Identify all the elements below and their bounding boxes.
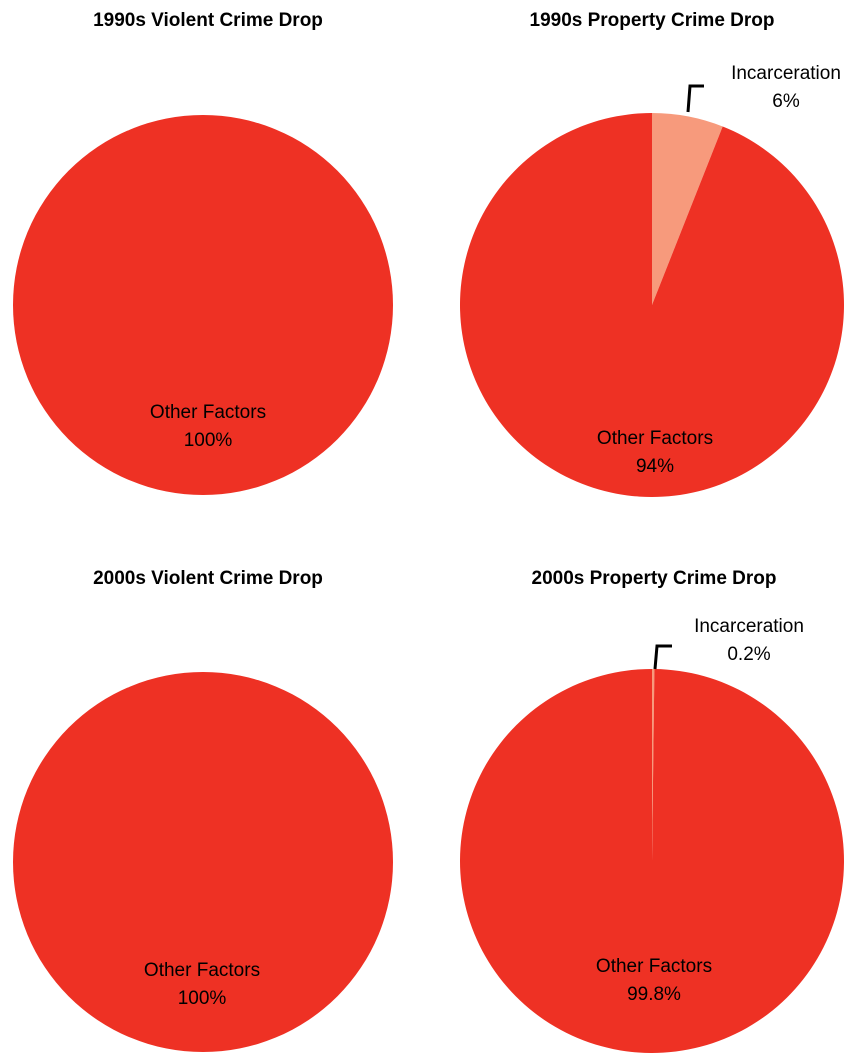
slice-label-other-factors: Other Factors: [144, 960, 260, 981]
chart-title: 1990s Violent Crime Drop: [93, 10, 323, 31]
chart-1990s-property: 1990s Property Crime Drop Incarceration …: [460, 10, 845, 498]
slice-value-other-factors: 94%: [636, 456, 674, 477]
slice-label-other-factors: Other Factors: [597, 428, 713, 449]
slice-value-other-factors: 99.8%: [627, 984, 681, 1005]
slice-label-incarceration: Incarceration: [694, 616, 804, 637]
pie-slice-other-factors: [13, 115, 393, 495]
chart-title: 2000s Property Crime Drop: [532, 568, 777, 589]
pie-slice-incarceration: [652, 669, 655, 861]
slice-label-other-factors: Other Factors: [150, 402, 266, 423]
chart-title: 1990s Property Crime Drop: [530, 10, 775, 31]
chart-title: 2000s Violent Crime Drop: [93, 568, 323, 589]
pie-slice-other-factors: [13, 672, 393, 1052]
pie-slice-other-factors: [460, 113, 845, 498]
pie-slice-other-factors: [460, 669, 845, 1053]
slice-value-incarceration: 0.2%: [727, 644, 770, 665]
slice-value-other-factors: 100%: [178, 988, 227, 1009]
chart-2000s-violent: 2000s Violent Crime Drop Other Factors 1…: [13, 568, 393, 1052]
leader-line: [653, 644, 672, 670]
slice-value-incarceration: 6%: [772, 91, 800, 112]
chart-2000s-property: 2000s Property Crime Drop Incarceration …: [460, 568, 845, 1053]
leader-line: [686, 84, 704, 113]
chart-1990s-violent: 1990s Violent Crime Drop Other Factors 1…: [13, 10, 393, 495]
slice-label-other-factors: Other Factors: [596, 956, 712, 977]
slice-value-other-factors: 100%: [184, 430, 233, 451]
pie-slice-incarceration: [652, 113, 723, 305]
slice-label-incarceration: Incarceration: [731, 63, 841, 84]
